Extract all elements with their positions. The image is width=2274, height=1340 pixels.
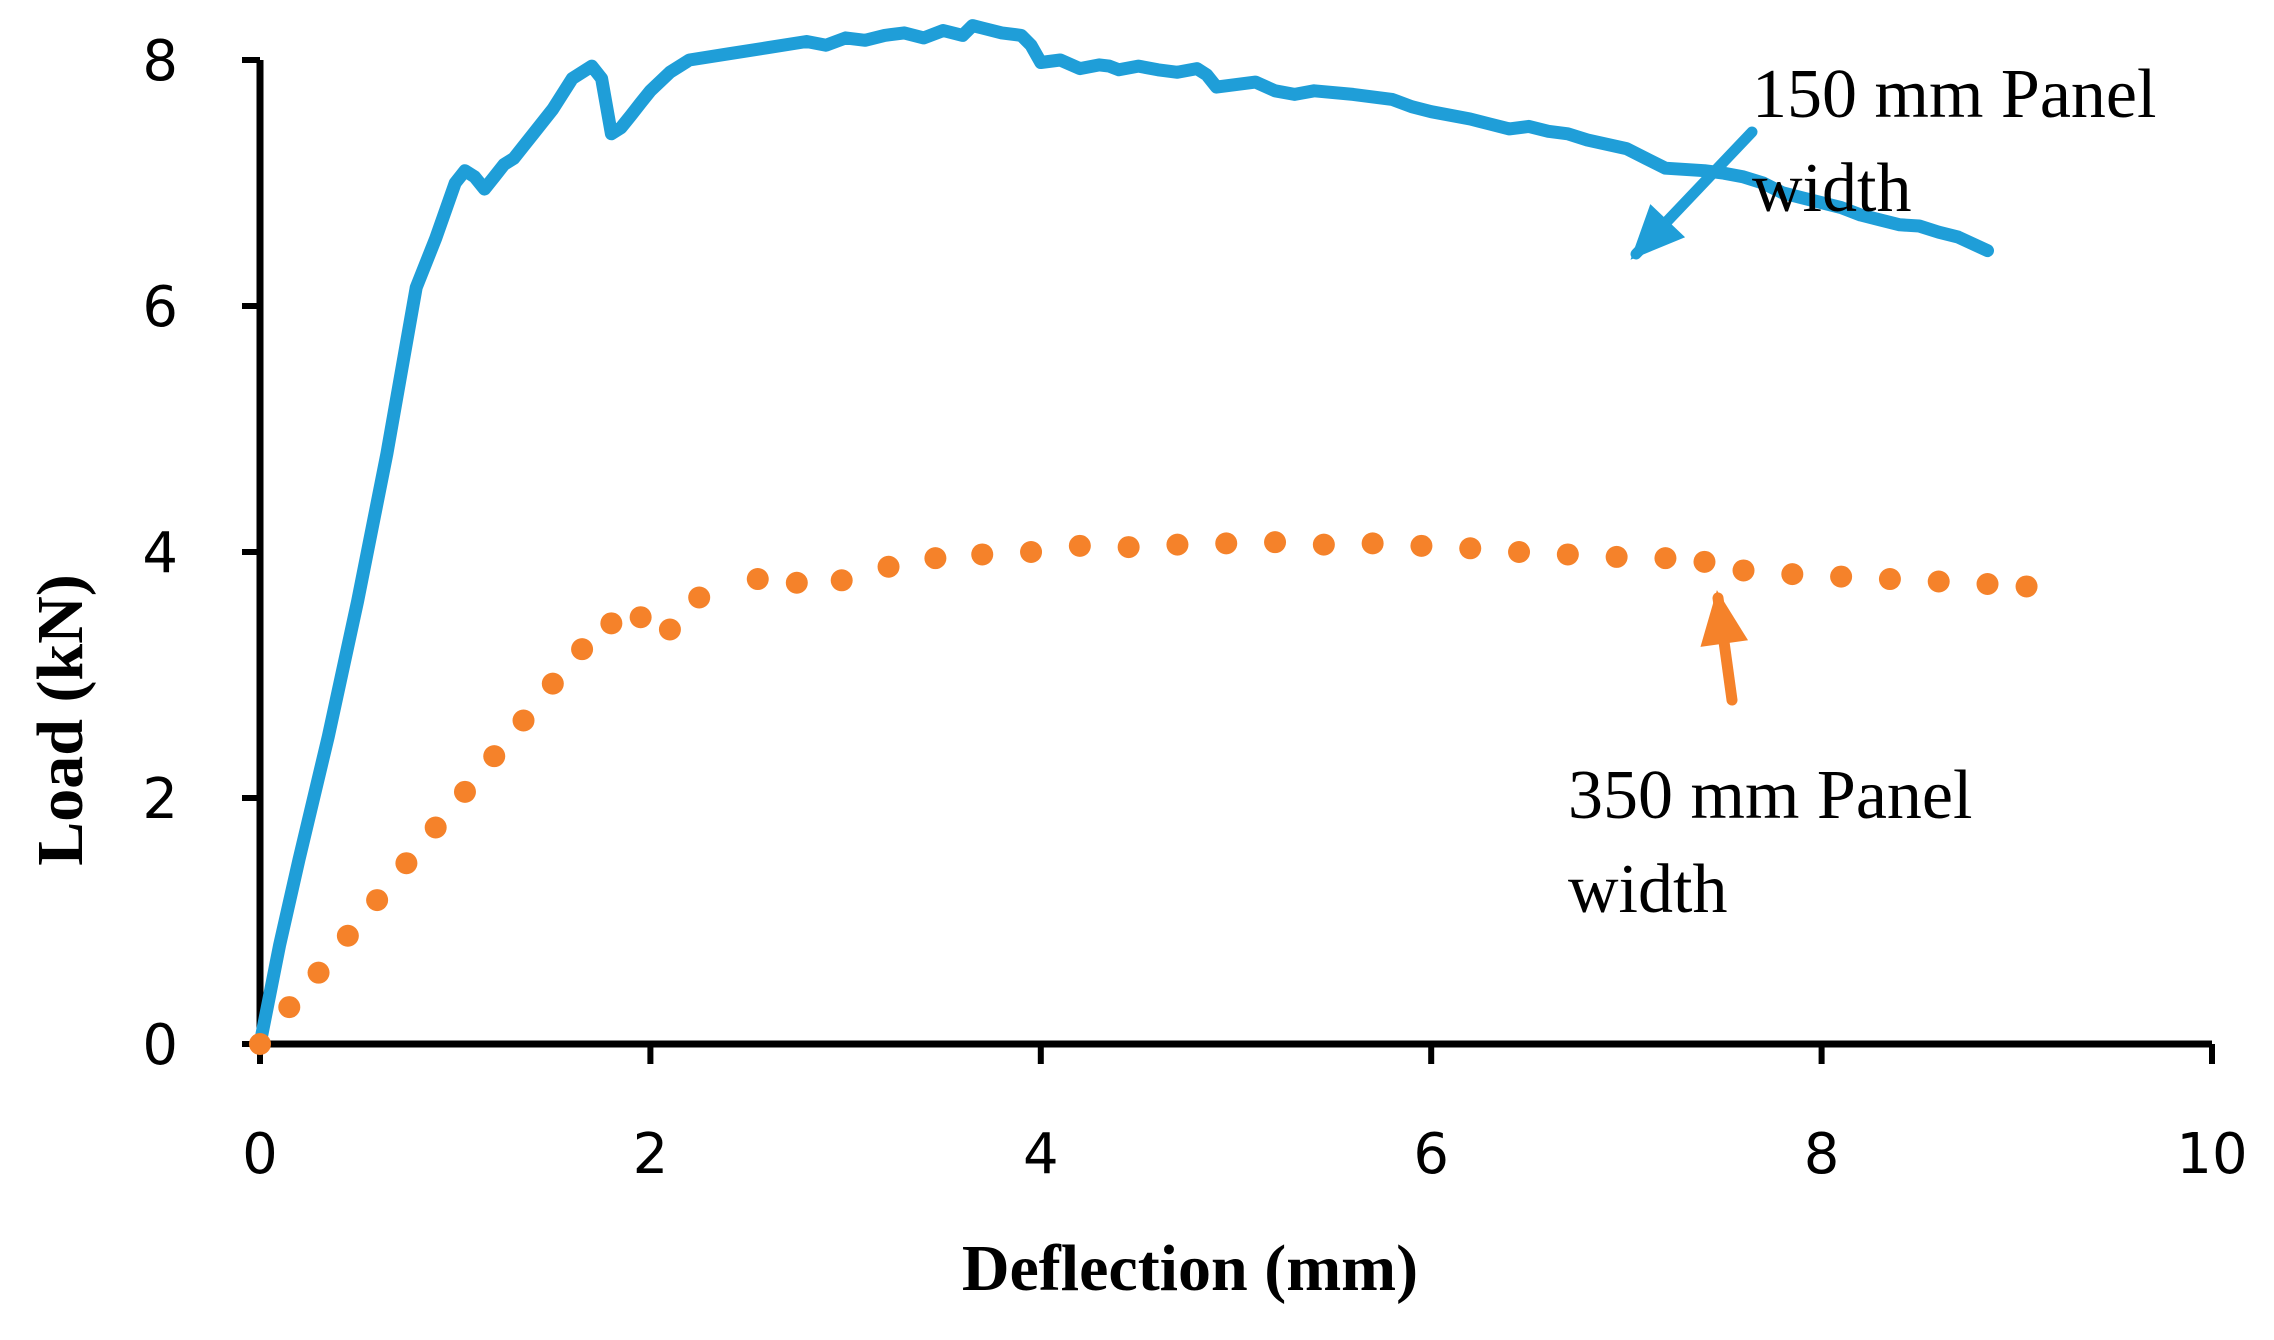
series-point-350mm-23 [1068, 534, 1091, 557]
series-point-350mm-18 [830, 569, 853, 592]
annotation-350mm-line1: 350 mm Panel [1568, 757, 1972, 834]
series-point-350mm-9 [512, 709, 535, 732]
annotation-150mm-line1: 150 mm Panel [1752, 56, 2156, 133]
series-point-350mm-6 [424, 816, 447, 839]
series-point-350mm-29 [1361, 532, 1384, 555]
series-point-350mm-14 [658, 618, 681, 641]
series-line-150mm [253, 19, 1994, 1051]
series-point-350mm-40 [1878, 568, 1901, 591]
series-point-350mm-26 [1215, 532, 1238, 555]
x-tick-label-8: 8 [1804, 1122, 1840, 1187]
annotation-arrow-150mm-head [1630, 204, 1686, 260]
y-tick-label-6: 6 [142, 275, 178, 340]
x-axis-title: Deflection (mm) [962, 1232, 1418, 1305]
series-point-350mm-15 [688, 586, 711, 609]
series-point-350mm-22 [1020, 541, 1043, 563]
series-point-350mm-12 [600, 612, 623, 635]
series-point-350mm-31 [1459, 537, 1482, 560]
series-point-350mm-5 [395, 852, 418, 875]
series-point-350mm-20 [924, 547, 947, 570]
series-point-350mm-16 [746, 568, 769, 591]
y-tick-label-0: 0 [142, 1013, 178, 1078]
series-point-350mm-37 [1732, 559, 1755, 582]
series-point-350mm-3 [336, 924, 359, 947]
series-point-350mm-4 [366, 889, 389, 912]
series-point-350mm-7 [453, 780, 476, 803]
series-point-350mm-19 [877, 555, 900, 578]
series-point-350mm-25 [1166, 533, 1189, 556]
y-tick-label-8: 8 [142, 29, 178, 94]
series-point-350mm-8 [483, 745, 506, 768]
series-point-350mm-39 [1830, 565, 1853, 588]
x-tick-label-10: 10 [2176, 1122, 2247, 1187]
series-point-350mm-1 [278, 996, 301, 1019]
series-point-350mm-43 [2015, 575, 2038, 598]
annotation-350mm-line2: width [1568, 851, 1727, 928]
annotation-150mm-line2: width [1752, 150, 1911, 227]
x-tick-label-2: 2 [633, 1122, 669, 1187]
series-point-350mm-13 [629, 606, 652, 629]
series-point-350mm-35 [1654, 547, 1677, 570]
y-tick-label-2: 2 [142, 767, 178, 832]
plot-area: 0 2 4 6 8 0 2 4 6 8 10 [142, 19, 2248, 1187]
series-point-350mm-0 [249, 1033, 271, 1055]
y-axis-title: Load (kN) [24, 574, 97, 866]
series-point-350mm-2 [307, 961, 330, 984]
series-point-350mm-10 [541, 672, 564, 695]
series-point-350mm-21 [971, 543, 994, 566]
series-point-350mm-30 [1410, 534, 1433, 557]
series-point-350mm-36 [1693, 550, 1716, 573]
series-point-350mm-33 [1556, 543, 1579, 566]
series-point-350mm-28 [1312, 533, 1335, 556]
annotation-arrow-350mm-head [1700, 590, 1749, 647]
x-tick-label-4: 4 [1023, 1122, 1059, 1187]
series-point-350mm-38 [1781, 563, 1804, 586]
series-point-350mm-32 [1508, 541, 1531, 563]
series-point-350mm-17 [785, 571, 808, 594]
series-point-350mm-42 [1976, 572, 1999, 595]
x-tick-label-6: 6 [1413, 1122, 1449, 1187]
series-point-350mm-41 [1927, 570, 1950, 593]
series-point-350mm-27 [1264, 531, 1287, 554]
series-point-350mm-11 [571, 638, 594, 661]
x-tick-label-0: 0 [242, 1122, 278, 1187]
series-point-350mm-24 [1117, 536, 1140, 559]
series-point-350mm-34 [1605, 545, 1628, 568]
y-tick-label-4: 4 [142, 521, 178, 586]
